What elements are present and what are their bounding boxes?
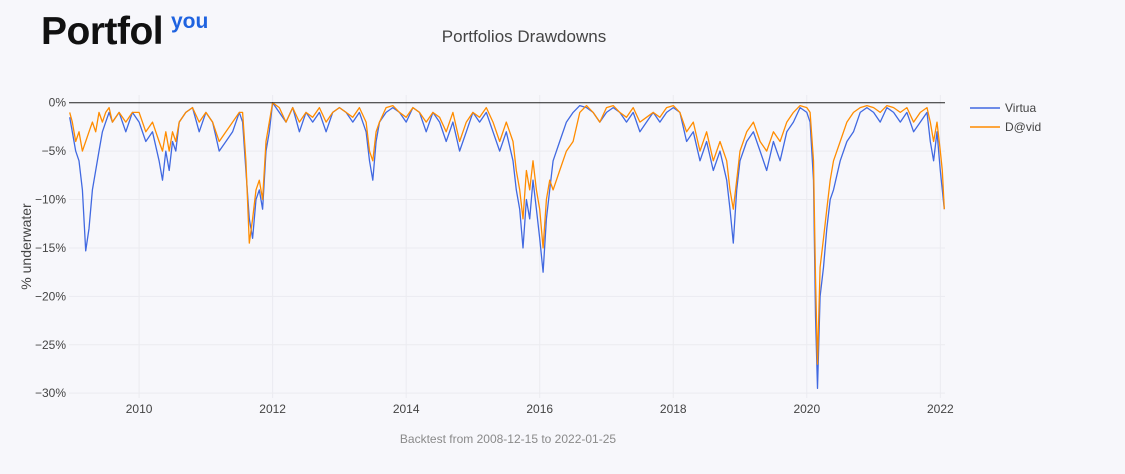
series-line-d-vid (69, 102, 945, 365)
y-tick-label: −5% (42, 144, 67, 158)
brand-superscript: you (171, 10, 209, 33)
y-tick-label: −30% (35, 386, 66, 400)
x-tick-label: 2020 (793, 402, 820, 416)
legend: Virtua D@vid (970, 101, 1041, 134)
x-tick-label: 2016 (526, 402, 553, 416)
y-tick-label: −15% (35, 241, 66, 255)
chart-footer-xlabel: Backtest from 2008-12-15 to 2022-01-25 (399, 432, 617, 446)
y-tick-label: −20% (35, 289, 66, 303)
legend-label: Virtua (1005, 101, 1036, 115)
grid-lines (69, 95, 945, 398)
x-tick-label: 2014 (393, 402, 420, 416)
legend-label: D@vid (1005, 120, 1041, 134)
brand-logo[interactable]: Portfol you (41, 6, 208, 58)
legend-item[interactable]: D@vid (970, 120, 1041, 134)
y-tick-label: 0% (49, 96, 67, 110)
y-axis-label: % underwater (18, 203, 34, 290)
y-tick-label: −25% (35, 338, 66, 352)
chart-title: Portfolios Drawdowns (441, 27, 607, 46)
x-tick-label: 2012 (259, 402, 286, 416)
brand-name: Portfol (41, 10, 164, 53)
x-tick-label: 2018 (660, 402, 687, 416)
x-tick-label: 2010 (126, 402, 153, 416)
series-line-virtua (69, 102, 945, 389)
legend-item[interactable]: Virtua (970, 101, 1036, 115)
x-tick-label: 2022 (927, 402, 954, 416)
y-tick-label: −10% (35, 193, 66, 207)
